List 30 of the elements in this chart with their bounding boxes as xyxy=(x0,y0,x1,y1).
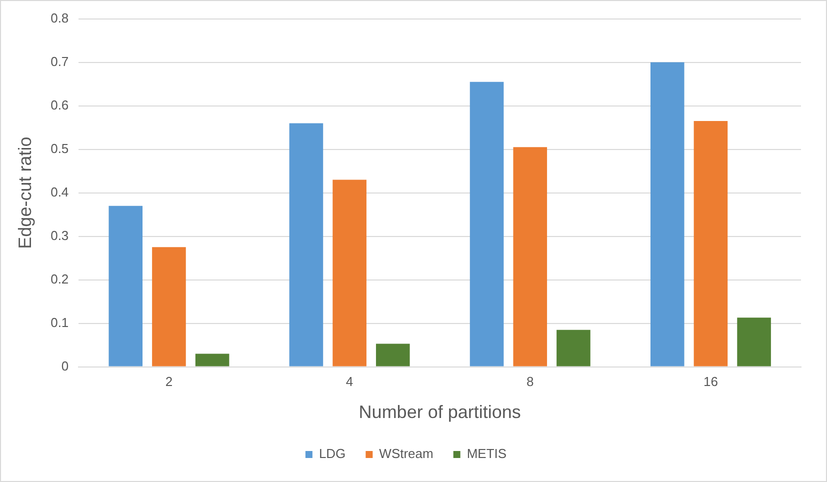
legend-label: LDG xyxy=(318,446,346,462)
bar xyxy=(289,123,324,366)
x-tick-label: 16 xyxy=(703,374,718,390)
bar xyxy=(332,180,366,366)
bar xyxy=(556,330,590,366)
x-tick-label: 8 xyxy=(526,374,534,390)
bar xyxy=(152,247,186,366)
legend-label: METIS xyxy=(466,446,507,462)
bar xyxy=(737,318,771,366)
bar xyxy=(694,121,728,366)
y-tick-label: 0.6 xyxy=(50,97,69,112)
y-tick-label: 0 xyxy=(61,358,69,374)
x-tick-label: 4 xyxy=(346,374,354,390)
y-tick-label: 0.3 xyxy=(50,228,69,243)
bar xyxy=(650,62,684,366)
y-tick-label: 0.4 xyxy=(50,184,69,200)
bar xyxy=(470,82,504,366)
legend-label: WStream xyxy=(379,446,434,462)
bar xyxy=(513,147,548,366)
x-tick-label: 2 xyxy=(165,374,173,390)
y-tick-label: 0.1 xyxy=(50,314,69,330)
bar xyxy=(108,206,143,366)
y-tick-label: 0.7 xyxy=(50,54,69,69)
y-tick-label: 0.5 xyxy=(50,140,69,156)
bar xyxy=(195,354,230,366)
y-axis-title: Edge-cut ratio xyxy=(14,136,35,249)
x-axis-title: Number of partitions xyxy=(358,402,521,422)
y-tick-label: 0.8 xyxy=(50,10,69,26)
bar xyxy=(376,344,410,366)
y-tick-label: 0.2 xyxy=(50,271,69,286)
